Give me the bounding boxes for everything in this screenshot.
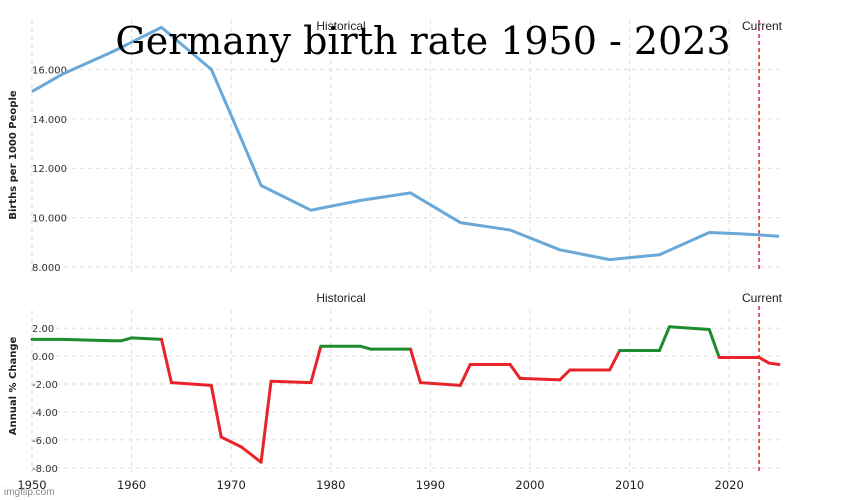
- watermark-text: imgflip.com: [4, 487, 55, 498]
- annual-change-segment: [657, 325, 671, 352]
- annual-change-segment: [518, 376, 562, 382]
- bottom-series-group: [30, 325, 781, 464]
- x-tick-label: 1980: [316, 478, 345, 492]
- annual-change-segment: [259, 379, 273, 464]
- bottom-y-tick-label: 2.00: [32, 324, 54, 335]
- annual-change-segment: [757, 355, 771, 365]
- bottom-y-tick-label: 0.00: [32, 352, 54, 363]
- bottom-historical-label: Historical: [316, 291, 365, 305]
- annual-change-segment: [60, 337, 114, 343]
- x-tick-label: 1960: [117, 478, 146, 492]
- top-y-tick-label: 12.000: [32, 164, 67, 175]
- top-current-label: Current: [742, 19, 783, 33]
- annual-change-segment: [707, 328, 721, 359]
- annual-change-panel: -8.00 -6.00 -4.00 -2.00 0.00 2.00 Annual % Ch…: [8, 291, 783, 492]
- bottom-y-tick-label: -4.00: [32, 408, 58, 419]
- top-y-axis-title: Births per 1000 People: [8, 90, 19, 220]
- annual-change-segment: [608, 349, 622, 372]
- annual-change-segment: [558, 368, 572, 382]
- x-tick-label: 2020: [715, 478, 744, 492]
- bottom-y-axis-title: Annual % Change: [8, 337, 19, 436]
- top-gridlines: [31, 20, 779, 272]
- annual-change-segment: [219, 435, 243, 449]
- bottom-y-tick-label: -6.00: [32, 436, 58, 447]
- annual-change-segment: [120, 336, 134, 343]
- annual-change-segment: [169, 381, 213, 387]
- annual-change-segment: [309, 344, 323, 385]
- annual-change-segment: [159, 337, 173, 385]
- x-tick-label: 2010: [615, 478, 644, 492]
- top-y-tick-labels: 8.000 10.000 12.000 14.000 16.000: [32, 65, 67, 274]
- birth-rate-panel: 8.000 10.000 12.000 14.000 16.000 Births per…: [8, 19, 783, 274]
- annual-change-segment: [408, 347, 422, 385]
- annual-change-segment: [269, 379, 313, 385]
- x-tick-label: 1970: [217, 478, 246, 492]
- x-tick-label: 1990: [416, 478, 445, 492]
- top-y-tick-label: 14.000: [32, 115, 67, 126]
- bottom-y-tick-label: -8.00: [32, 464, 58, 475]
- annual-change-segment: [667, 325, 711, 332]
- annual-change-segment: [458, 362, 472, 387]
- annual-change-segment: [508, 362, 522, 380]
- top-y-tick-label: 8.000: [32, 263, 61, 274]
- top-series-group: [31, 25, 780, 262]
- x-tick-label: 2000: [515, 478, 544, 492]
- bottom-y-tick-labels: -8.00 -6.00 -4.00 -2.00 0.00 2.00: [32, 324, 58, 475]
- annual-change-segment: [359, 344, 373, 351]
- top-historical-label: Historical: [316, 19, 365, 33]
- chart-title: Germany birth rate 1950 - 2023: [115, 19, 730, 63]
- bottom-current-label: Current: [742, 291, 783, 305]
- bottom-y-tick-label: -2.00: [32, 380, 58, 391]
- top-y-tick-label: 10.000: [32, 214, 67, 225]
- annual-change-segment: [418, 381, 462, 387]
- annual-change-segment: [767, 361, 781, 366]
- top-y-tick-label: 16.000: [32, 65, 67, 76]
- x-tick-labels: 1950 1960 1970 1980 1990 2000 2010 2020: [17, 478, 743, 492]
- annual-change-segment: [209, 383, 223, 439]
- annual-change-segment: [239, 445, 263, 464]
- annual-change-segment: [130, 336, 163, 341]
- x-tick-label: 1950: [17, 478, 46, 492]
